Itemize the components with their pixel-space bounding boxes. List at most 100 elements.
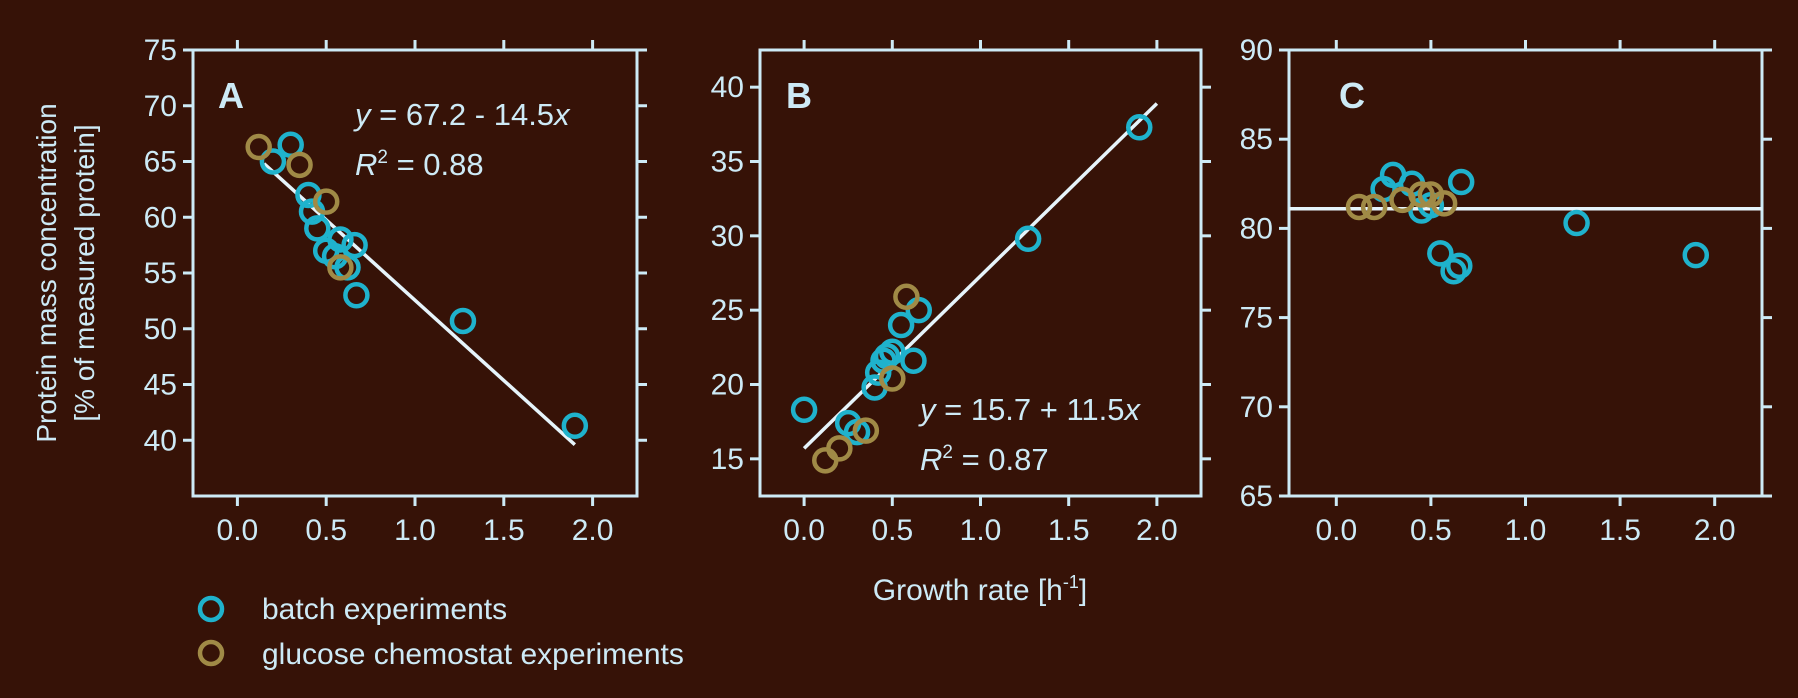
fit-equation-a: y = 67.2 - 14.5x [353,97,571,132]
data-point-batch-a [259,148,287,175]
data-point-batch-b [887,311,915,339]
plot-frame-c [1287,48,1764,498]
y-tick-label-b: 20 [711,369,744,402]
data-point-batch-b [1014,225,1042,253]
data-point-batch-c [1440,257,1467,285]
y-tick-label-c: 65 [1240,480,1273,513]
y-tick-label-a: 60 [144,201,177,234]
data-point-batch-c [1563,209,1590,237]
y-tick-label-a: 65 [144,146,177,179]
x-axis-label-main: Growth rate [h [873,574,1063,607]
fit-r2-r: R [355,147,377,182]
x-tick-label-a: 2.0 [572,514,614,547]
data-point-chemostat-a [245,133,272,161]
x-tick-label-b: 0.0 [783,514,825,547]
data-point-chemostat-c [1430,190,1458,217]
fit-equation-x: x [1123,392,1142,427]
y-tick-label-c: 75 [1240,302,1273,335]
x-tick-label-c: 0.0 [1315,514,1357,547]
data-point-batch-a [327,226,354,253]
legend-marker-chemostat [197,639,225,667]
data-point-batch-b [1126,114,1153,141]
data-point-batch-a [341,231,368,259]
y-tick-label-a: 55 [144,257,177,290]
x-axis-label-end: ] [1079,574,1087,607]
data-point-batch-a [561,412,589,440]
fit-r2-value: = 0.88 [388,147,484,182]
y-tick-label-a: 40 [144,424,177,457]
fit-equation-x: x [552,97,571,132]
data-point-chemostat-b [893,283,920,311]
y-tick-label-a: 50 [144,313,177,346]
y-axis-label-line2: [% of measured protein] [69,124,100,421]
data-point-chemostat-a [286,151,313,179]
x-tick-label-a: 1.0 [394,514,436,547]
data-point-chemostat-b [826,435,853,462]
y-tick-label-c: 90 [1240,34,1273,67]
data-point-chemostat-c [1408,181,1435,208]
fit-r2-exp: 2 [942,442,953,463]
y-tick-label-b: 15 [711,443,744,476]
data-point-chemostat-b [852,417,880,444]
y-tick-label-a: 75 [144,34,177,67]
data-point-batch-c [1682,241,1710,269]
data-point-chemostat-c [1345,193,1373,221]
data-point-batch-a [304,215,331,242]
y-tick-label-b: 35 [711,146,744,179]
data-point-chemostat-a [312,188,340,215]
data-point-batch-c [1427,240,1454,267]
fit-equation-b: y = 15.7 + 11.5x [918,392,1142,427]
data-point-chemostat-b [812,447,839,474]
x-axis-label-sup: -1 [1063,572,1079,592]
y-tick-label-c: 85 [1240,123,1273,156]
y-tick-label-c: 80 [1240,212,1273,245]
fit-equation-y: y [353,97,373,132]
fit-r2-r: R [920,442,942,477]
x-tick-label-b: 0.5 [871,514,913,547]
fit-equation-body: = 67.2 - 14.5 [371,97,555,132]
data-point-batch-a [343,282,370,309]
data-point-batch-b [900,347,927,374]
x-tick-label-a: 0.0 [217,514,259,547]
panel-b: 0.0 0.5 1.0 1.5 2.0 15 20 25 30 35 40 By = 15.7 + 1… [711,40,1211,547]
x-tick-label-a: 1.5 [483,514,525,547]
fit-equation-y: y [918,392,938,427]
x-tick-label-c: 0.5 [1410,514,1452,547]
x-tick-label-c: 2.0 [1694,514,1736,547]
legend: batch experiments glucose chemostat expe… [197,593,684,671]
data-point-batch-a [449,307,477,335]
data-point-chemostat-a [327,254,354,281]
data-point-batch-b [790,396,818,424]
panel-label-a: A [218,75,244,116]
data-point-batch-b [905,296,933,324]
fit-r2-a: R2 = 0.88 [355,147,484,182]
panel-a: 0.0 0.5 1.0 1.5 2.0 40 45 50 55 60 65 70 75 A y = 67.2… [144,34,647,547]
panel-label-b: B [786,75,812,116]
fit-equation-body: = 15.7 + 11.5 [936,392,1125,427]
panel-label-c: C [1339,75,1365,116]
data-point-batch-c [1446,252,1473,280]
y-tick-label-a: 70 [144,90,177,123]
data-point-chemostat-c [1360,193,1388,221]
data-point-batch-c [1447,168,1475,196]
fit-r2-value: = 0.87 [953,442,1049,477]
data-point-batch-b [879,338,906,366]
y-axis-label-line1: Protein mass concentration [31,103,62,442]
y-tick-label-b: 40 [711,71,744,104]
x-tick-label-b: 1.5 [1048,514,1090,547]
y-tick-label-b: 25 [711,294,744,327]
data-point-chemostat-b [879,365,906,392]
panel-c: 0.0 0.5 1.0 1.5 2.0 65 70 75 80 85 90 C [1240,34,1772,547]
x-tick-label-c: 1.0 [1505,514,1547,547]
y-tick-label-a: 45 [144,369,177,402]
x-tick-label-c: 1.5 [1599,514,1641,547]
y-tick-label-c: 70 [1240,391,1273,424]
legend-label-chemostat: glucose chemostat experiments [262,638,684,671]
x-tick-label-a: 0.5 [305,514,347,547]
fit-line-a [262,162,577,447]
legend-label-batch: batch experiments [262,593,507,626]
fit-r2-b: R2 = 0.87 [920,442,1049,477]
legend-marker-batch [197,595,225,623]
x-tick-label-b: 2.0 [1136,514,1178,547]
